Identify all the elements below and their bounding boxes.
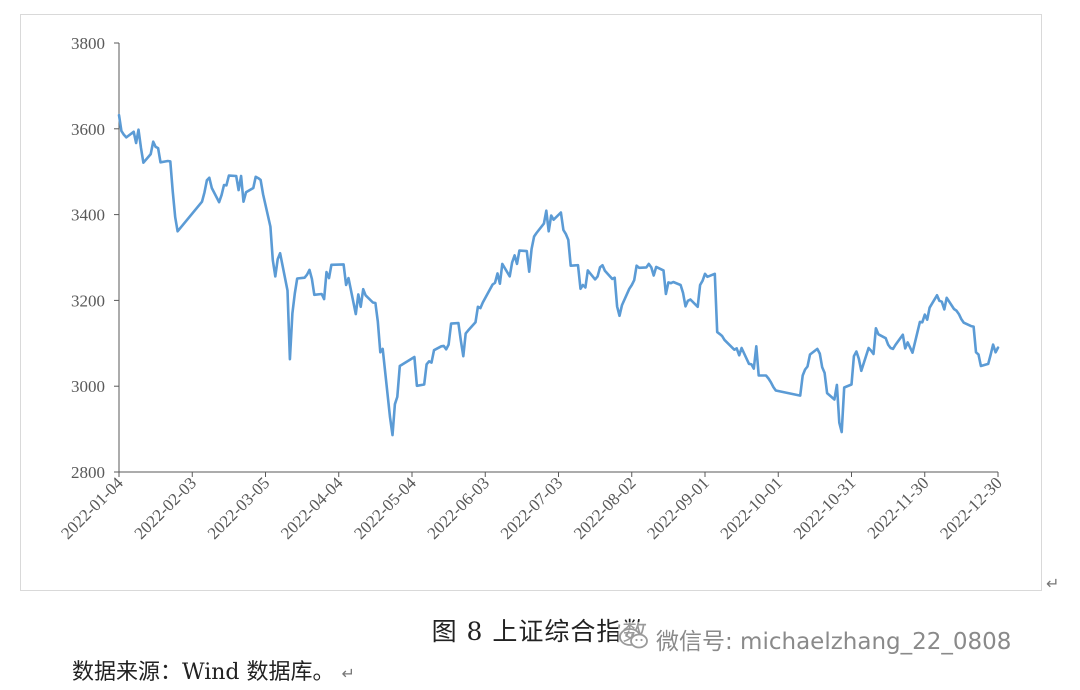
source-text: 数据来源：Wind 数据库。 [72, 660, 335, 685]
x-tick-label: 2022-06-03 [424, 473, 494, 543]
x-tick-label: 2022-08-02 [570, 473, 640, 543]
source-note: 数据来源：Wind 数据库。 ↵ [72, 654, 355, 686]
y-tick-label: 3800 [71, 34, 105, 53]
y-tick-label: 3000 [71, 377, 105, 396]
y-tick-label: 2800 [71, 463, 105, 482]
caption-line: 图 8 上证综合指数 [0, 612, 1080, 648]
return-mark-chart: ↵ [1046, 574, 1060, 593]
x-tick-label: 2022-02-03 [131, 473, 201, 543]
watermark: 微信号: michaelzhang_22_0808 [618, 622, 1012, 656]
x-tick-label: 2022-03-05 [204, 473, 274, 543]
x-tick-label: 2022-12-30 [936, 473, 1006, 543]
y-tick-label: 3600 [71, 120, 105, 139]
return-mark-source: ↵ [341, 664, 355, 683]
figure-caption: 图 8 上证综合指数 [431, 617, 649, 646]
y-tick-label: 3200 [71, 291, 105, 310]
y-tick-label: 3400 [71, 206, 105, 225]
watermark-text: 微信号: michaelzhang_22_0808 [656, 629, 1012, 655]
x-tick-label: 2022-09-01 [643, 473, 713, 543]
wechat-icon [619, 628, 648, 649]
x-tick-label: 2022-10-01 [717, 473, 787, 543]
x-tick-label: 2022-11-30 [863, 473, 932, 542]
x-tick-label: 2022-05-04 [350, 473, 420, 543]
x-tick-label: 2022-07-03 [497, 473, 567, 543]
chart-frame: 2800 3000 3200 3400 3600 3800 2022-01-04 2022-0… [20, 14, 1042, 591]
x-tick-label: 2022-04-04 [277, 473, 347, 543]
x-tick-label: 2022-10-31 [790, 473, 860, 543]
x-tick-label: 2022-01-04 [57, 473, 127, 543]
series-line [117, 113, 1000, 437]
